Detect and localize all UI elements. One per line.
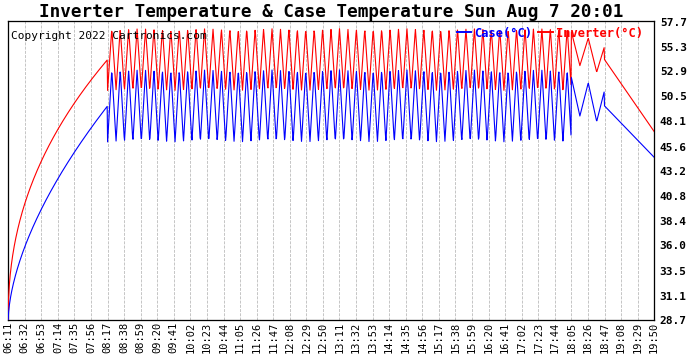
Text: Copyright 2022 Cartronics.com: Copyright 2022 Cartronics.com (12, 31, 207, 41)
Title: Inverter Temperature & Case Temperature Sun Aug 7 20:01: Inverter Temperature & Case Temperature … (39, 3, 623, 21)
Legend: Case(°C), Inverter(°C): Case(°C), Inverter(°C) (452, 22, 648, 44)
